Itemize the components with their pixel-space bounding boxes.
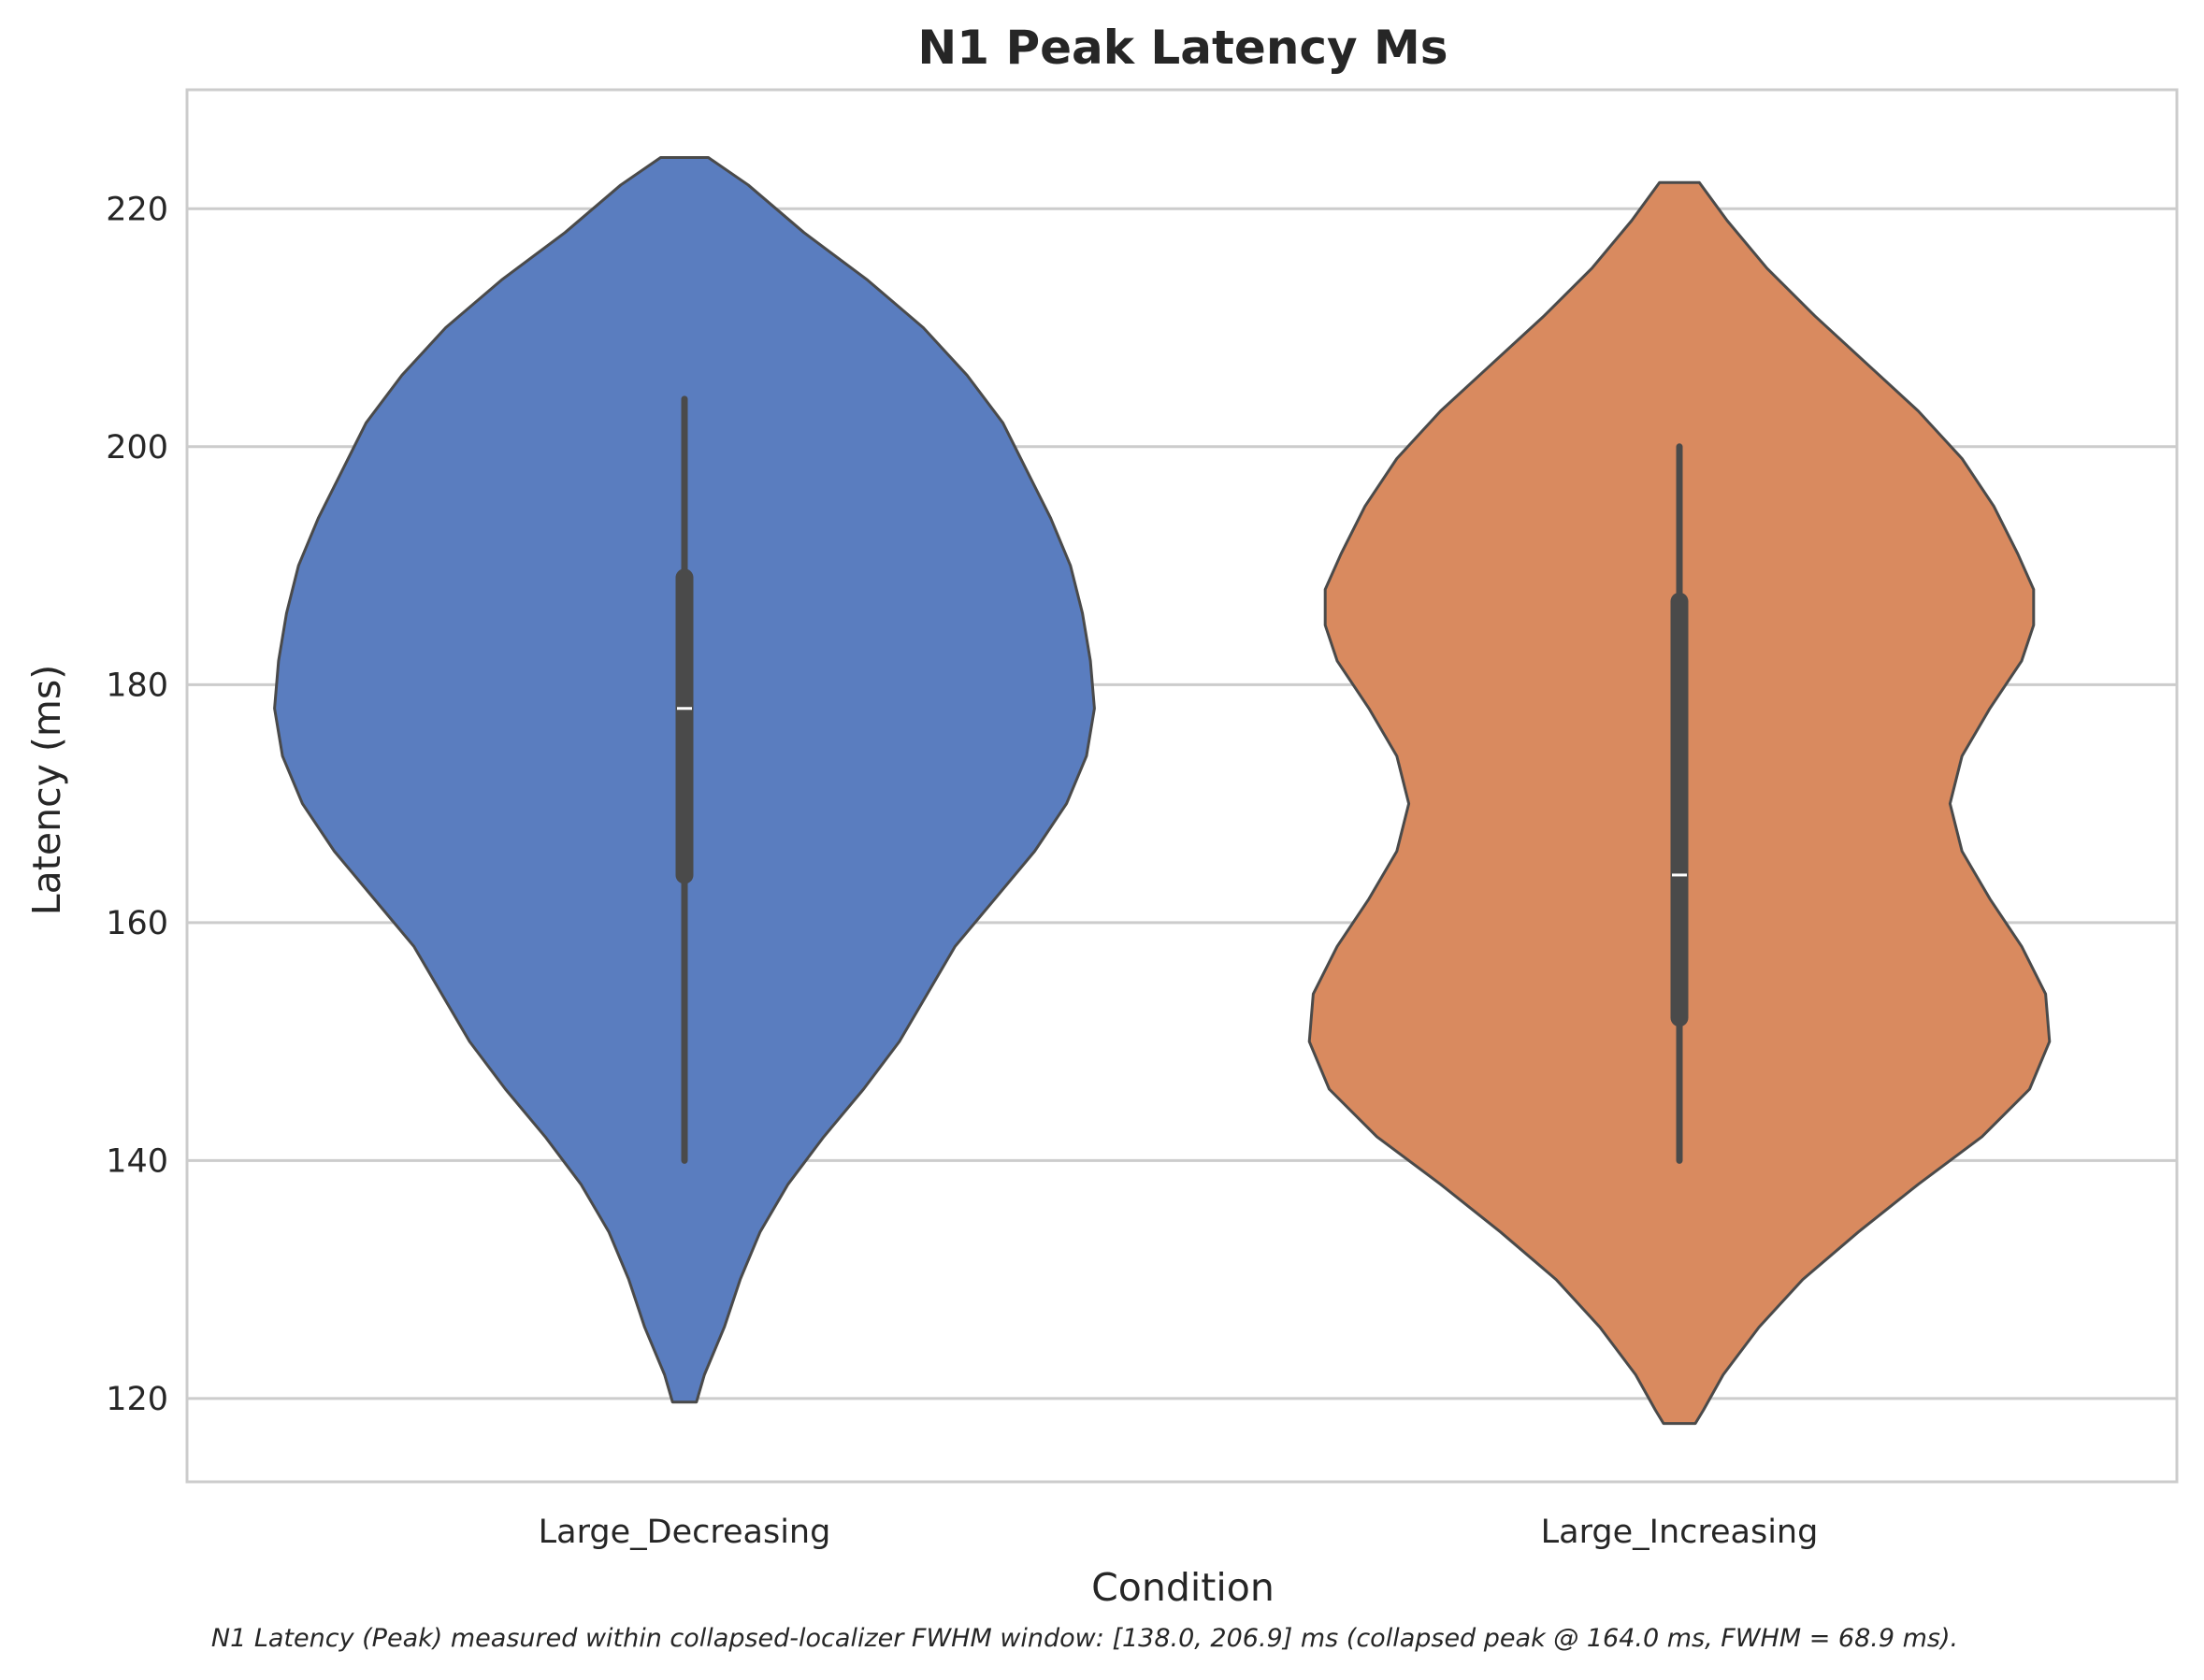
x-tick-label-large-increasing: Large_Increasing bbox=[1541, 1514, 1819, 1551]
y-tick-label-220: 220 bbox=[106, 191, 168, 228]
x-tick-labels: Large_Decreasing Large_Increasing bbox=[539, 1514, 1819, 1551]
y-axis-label: Latency (ms) bbox=[24, 665, 69, 915]
y-tick-label-200: 200 bbox=[106, 429, 168, 467]
plot-frame bbox=[185, 88, 2179, 1484]
x-tick-label-large-decreasing: Large_Decreasing bbox=[539, 1514, 831, 1551]
y-tick-labels: 120 140 160 180 200 220 bbox=[106, 191, 168, 1418]
y-tick-label-120: 120 bbox=[106, 1381, 168, 1418]
y-tick-label-140: 140 bbox=[106, 1142, 168, 1180]
chart-caption: N1 Latency (Peak) measured within collap… bbox=[211, 1624, 1958, 1653]
x-axis-label: Condition bbox=[1091, 1565, 1275, 1610]
y-tick-label-160: 160 bbox=[106, 905, 168, 942]
chart-title: N1 Peak Latency Ms bbox=[917, 21, 1448, 75]
y-tick-label-180: 180 bbox=[106, 667, 168, 704]
violins bbox=[273, 156, 2052, 1426]
